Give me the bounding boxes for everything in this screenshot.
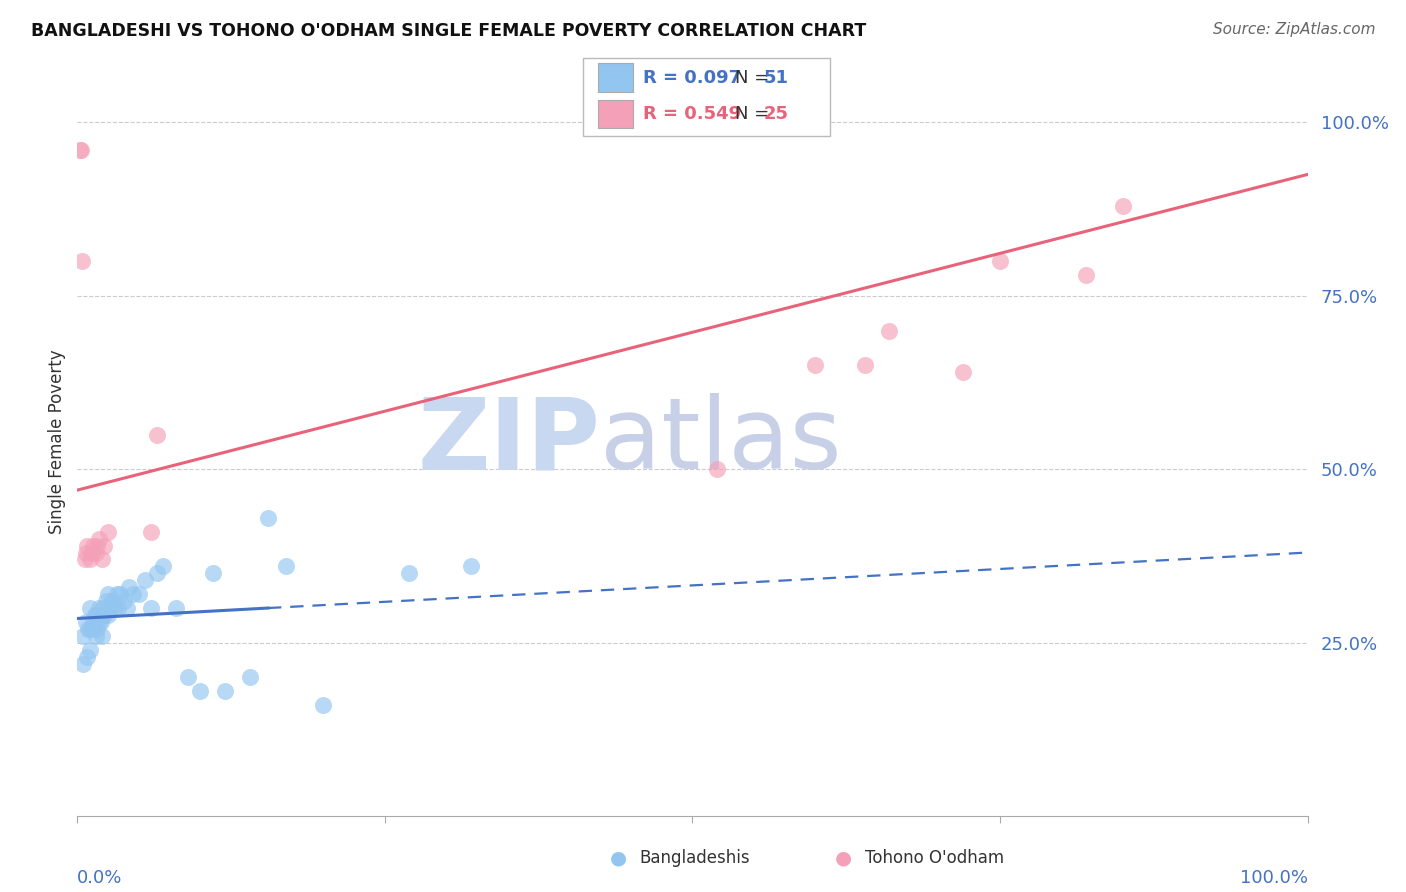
Point <box>75 545 97 559</box>
Point <box>97 607 120 622</box>
Text: Tohono O'odham: Tohono O'odham <box>865 849 1004 867</box>
Point <box>82 545 104 559</box>
Point <box>146 427 169 442</box>
Point <box>276 559 298 574</box>
Point <box>82 539 104 553</box>
Text: ●: ● <box>835 848 852 868</box>
Text: 0.0%: 0.0% <box>77 869 122 887</box>
Point <box>398 566 420 581</box>
Point <box>75 615 97 629</box>
Point <box>141 524 163 539</box>
Point <box>83 607 105 622</box>
Point <box>89 615 111 629</box>
Point <box>72 629 94 643</box>
Point <box>952 365 974 379</box>
Point <box>879 324 901 338</box>
Point <box>90 552 114 566</box>
Point <box>853 358 876 372</box>
Point <box>115 601 138 615</box>
Y-axis label: Single Female Poverty: Single Female Poverty <box>48 350 66 533</box>
Point <box>100 601 122 615</box>
Text: R = 0.549: R = 0.549 <box>643 105 741 123</box>
Point <box>121 587 143 601</box>
Point <box>146 566 169 581</box>
Point <box>460 559 482 574</box>
Text: N =: N = <box>735 105 775 123</box>
Point <box>76 649 98 664</box>
Point <box>118 580 141 594</box>
Point <box>89 601 111 615</box>
Point <box>312 698 335 713</box>
Point <box>134 574 156 588</box>
Point <box>112 594 135 608</box>
Text: R = 0.097: R = 0.097 <box>643 69 741 87</box>
Point <box>87 607 110 622</box>
Point <box>152 559 174 574</box>
Point <box>84 629 107 643</box>
Point <box>103 601 125 615</box>
Point <box>988 254 1011 268</box>
Point <box>76 539 98 553</box>
Point <box>82 615 104 629</box>
Point <box>93 539 115 553</box>
Point <box>188 684 212 698</box>
Point <box>107 601 129 615</box>
Point <box>72 657 94 671</box>
Point <box>97 587 120 601</box>
Point <box>70 143 93 157</box>
Point <box>257 511 280 525</box>
Point <box>128 587 150 601</box>
Text: 25: 25 <box>763 105 789 123</box>
Point <box>90 615 112 629</box>
Text: Bangladeshis: Bangladeshis <box>640 849 751 867</box>
Point <box>101 594 124 608</box>
Point <box>165 601 187 615</box>
Point <box>79 552 101 566</box>
Point <box>86 539 108 553</box>
Text: atlas: atlas <box>600 393 842 490</box>
Point <box>1076 268 1098 282</box>
Text: ●: ● <box>610 848 627 868</box>
Text: N =: N = <box>735 69 775 87</box>
Point <box>97 524 120 539</box>
Point <box>79 601 101 615</box>
Text: BANGLADESHI VS TOHONO O'ODHAM SINGLE FEMALE POVERTY CORRELATION CHART: BANGLADESHI VS TOHONO O'ODHAM SINGLE FEM… <box>31 22 866 40</box>
Point <box>82 622 104 636</box>
Point <box>91 601 114 615</box>
Point <box>90 607 114 622</box>
Point <box>84 545 107 559</box>
Point <box>77 622 100 636</box>
Point <box>177 670 200 684</box>
Point <box>94 594 117 608</box>
Point <box>1112 199 1135 213</box>
Point <box>90 629 114 643</box>
Text: 100.0%: 100.0% <box>1240 869 1308 887</box>
Point <box>70 254 93 268</box>
Point <box>239 670 262 684</box>
Point <box>69 143 91 157</box>
Point <box>89 532 111 546</box>
Point <box>84 607 107 622</box>
Point <box>214 684 236 698</box>
Text: Source: ZipAtlas.com: Source: ZipAtlas.com <box>1212 22 1375 37</box>
Point <box>79 622 101 636</box>
Point <box>141 601 163 615</box>
Point <box>105 587 128 601</box>
Point <box>93 607 115 622</box>
Point <box>86 622 108 636</box>
Point <box>79 642 101 657</box>
Point <box>110 587 132 601</box>
Point <box>201 566 224 581</box>
Text: ZIP: ZIP <box>418 393 600 490</box>
Text: 51: 51 <box>763 69 789 87</box>
Point <box>706 462 728 476</box>
Point <box>804 358 827 372</box>
Point <box>73 552 96 566</box>
